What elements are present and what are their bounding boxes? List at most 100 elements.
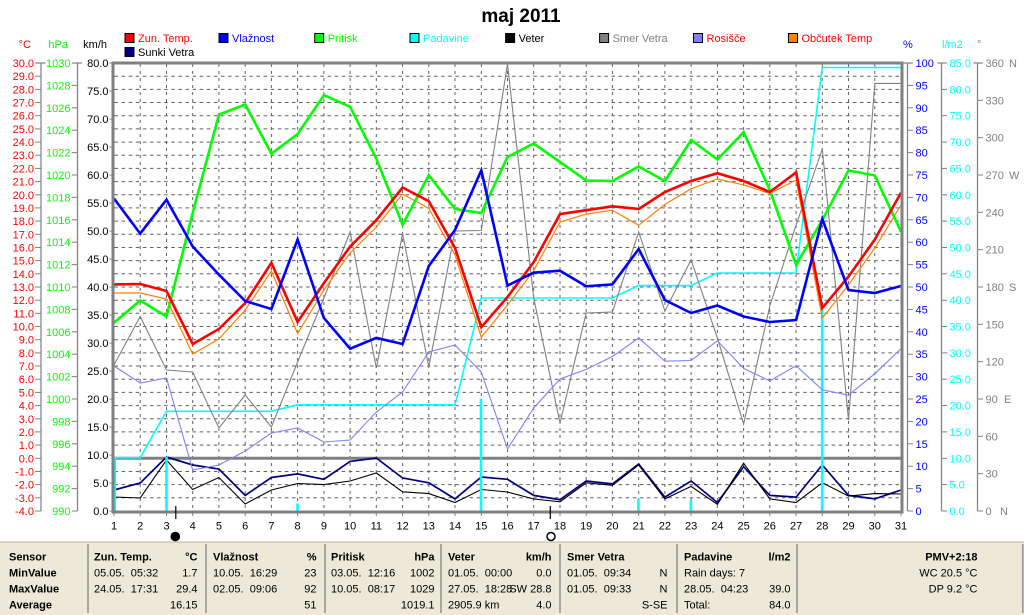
svg-text:Smer Vetra: Smer Vetra xyxy=(567,552,625,564)
svg-text:01.05. 09:33: 01.05. 09:33 xyxy=(567,584,631,596)
svg-text:1: 1 xyxy=(111,521,117,533)
svg-text:8: 8 xyxy=(295,521,301,533)
svg-text:1010: 1010 xyxy=(46,282,70,294)
svg-text:12.0: 12.0 xyxy=(13,295,34,307)
svg-text:7: 7 xyxy=(268,521,274,533)
svg-text:80.0: 80.0 xyxy=(950,84,971,96)
svg-text:85.0: 85.0 xyxy=(950,58,971,70)
svg-text:14.0: 14.0 xyxy=(13,269,34,281)
svg-text:60: 60 xyxy=(986,431,998,443)
svg-text:%: % xyxy=(903,39,913,51)
svg-text:15: 15 xyxy=(475,521,487,533)
svg-text:17.0: 17.0 xyxy=(13,229,34,241)
svg-text:l/m2: l/m2 xyxy=(768,552,790,564)
svg-text:65.0: 65.0 xyxy=(87,142,108,154)
svg-text:150: 150 xyxy=(986,319,1004,331)
svg-text:0: 0 xyxy=(916,506,922,518)
svg-text:N: N xyxy=(1000,506,1008,518)
svg-text:10.0: 10.0 xyxy=(87,450,108,462)
svg-text:1029: 1029 xyxy=(410,584,434,596)
svg-text:60: 60 xyxy=(916,237,928,249)
svg-text:29: 29 xyxy=(842,521,854,533)
svg-text:1.7: 1.7 xyxy=(182,568,197,580)
svg-text:70: 70 xyxy=(916,192,928,204)
svg-text:4.0: 4.0 xyxy=(536,600,551,612)
svg-text:2: 2 xyxy=(137,521,143,533)
svg-text:70.0: 70.0 xyxy=(950,137,971,149)
svg-text:km/h: km/h xyxy=(83,39,107,51)
svg-text:28: 28 xyxy=(816,521,828,533)
svg-text:30: 30 xyxy=(986,469,998,481)
svg-text:25: 25 xyxy=(916,394,928,406)
svg-text:1000: 1000 xyxy=(46,394,70,406)
svg-text:95: 95 xyxy=(916,80,928,92)
svg-text:1022: 1022 xyxy=(46,148,70,160)
svg-text:270: 270 xyxy=(986,170,1004,182)
svg-text:01.05. 00:00: 01.05. 00:00 xyxy=(448,568,512,580)
svg-text:E: E xyxy=(1004,394,1011,406)
svg-text:40: 40 xyxy=(916,327,928,339)
svg-text:Pritisk: Pritisk xyxy=(328,33,358,45)
svg-text:25.0: 25.0 xyxy=(950,374,971,386)
svg-text:35.0: 35.0 xyxy=(950,322,971,334)
svg-text:51: 51 xyxy=(304,600,316,612)
svg-text:4.0: 4.0 xyxy=(19,401,34,413)
svg-text:300: 300 xyxy=(986,133,1004,145)
svg-text:24: 24 xyxy=(711,521,723,533)
svg-text:26: 26 xyxy=(764,521,776,533)
svg-text:27.0: 27.0 xyxy=(13,98,34,110)
svg-text:8.0: 8.0 xyxy=(19,348,34,360)
svg-text:-4.0: -4.0 xyxy=(15,506,34,518)
svg-text:1002: 1002 xyxy=(46,372,70,384)
svg-text:1016: 1016 xyxy=(46,215,70,227)
svg-text:5: 5 xyxy=(216,521,222,533)
svg-text:1014: 1014 xyxy=(46,237,70,249)
svg-text:2905.9 km: 2905.9 km xyxy=(448,600,499,612)
svg-text:maj 2011: maj 2011 xyxy=(481,6,561,27)
svg-text:S-SE: S-SE xyxy=(642,600,668,612)
svg-text:5.0: 5.0 xyxy=(950,480,965,492)
svg-text:1026: 1026 xyxy=(46,103,70,115)
svg-text:0.0: 0.0 xyxy=(950,506,965,518)
svg-text:Pritisk: Pritisk xyxy=(331,552,366,564)
svg-text:15.0: 15.0 xyxy=(87,422,108,434)
svg-text:75.0: 75.0 xyxy=(950,111,971,123)
svg-text:03.05. 12:16: 03.05. 12:16 xyxy=(331,568,395,580)
svg-text:21: 21 xyxy=(633,521,645,533)
svg-text:17: 17 xyxy=(528,521,540,533)
svg-text:10: 10 xyxy=(344,521,356,533)
svg-text:65: 65 xyxy=(916,215,928,227)
svg-text:0.0: 0.0 xyxy=(536,568,551,580)
svg-text:25.0: 25.0 xyxy=(87,366,108,378)
svg-text:240: 240 xyxy=(986,207,1004,219)
svg-text:30.0: 30.0 xyxy=(13,58,34,70)
svg-text:hPa: hPa xyxy=(414,552,435,564)
svg-text:55: 55 xyxy=(916,260,928,272)
svg-text:22: 22 xyxy=(659,521,671,533)
svg-text:1030: 1030 xyxy=(46,58,70,70)
svg-text:994: 994 xyxy=(52,461,70,473)
svg-text:Vlažnost: Vlažnost xyxy=(213,552,259,564)
svg-text:15.0: 15.0 xyxy=(13,256,34,268)
svg-text:90: 90 xyxy=(986,394,998,406)
svg-text:9: 9 xyxy=(321,521,327,533)
svg-text:10.05. 16:29: 10.05. 16:29 xyxy=(213,568,277,580)
svg-text:Vlažnost: Vlažnost xyxy=(232,33,274,45)
svg-text:1028: 1028 xyxy=(46,80,70,92)
svg-text:5.0: 5.0 xyxy=(19,387,34,399)
svg-text:0.0: 0.0 xyxy=(93,506,108,518)
svg-text:Average: Average xyxy=(9,600,52,612)
svg-text:5: 5 xyxy=(916,484,922,496)
svg-text:50: 50 xyxy=(916,282,928,294)
svg-text:MaxValue: MaxValue xyxy=(9,584,59,596)
svg-text:13.0: 13.0 xyxy=(13,282,34,294)
svg-text:29.4: 29.4 xyxy=(176,584,197,596)
svg-text:25.0: 25.0 xyxy=(13,124,34,136)
svg-text:28.05. 04:23: 28.05. 04:23 xyxy=(684,584,748,596)
svg-text:84.0: 84.0 xyxy=(769,600,790,612)
svg-text:210: 210 xyxy=(986,245,1004,257)
svg-text:18: 18 xyxy=(554,521,566,533)
svg-text:W: W xyxy=(1009,170,1020,182)
svg-text:80.0: 80.0 xyxy=(87,58,108,70)
svg-text:11: 11 xyxy=(371,521,382,533)
